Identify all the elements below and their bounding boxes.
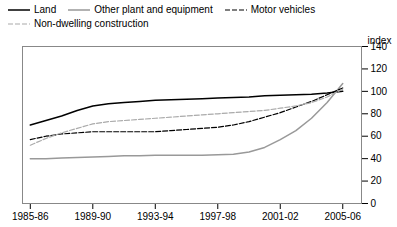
svg-text:140: 140 xyxy=(370,40,388,52)
html-text:Motor vehicles: Motor vehicles xyxy=(250,4,316,15)
svg-text:1993-94: 1993-94 xyxy=(137,211,174,222)
svg-text:1985-86: 1985-86 xyxy=(12,211,49,222)
svg-text:80: 80 xyxy=(371,108,383,119)
svg-text:120: 120 xyxy=(371,63,388,74)
svg-text:0: 0 xyxy=(371,198,377,209)
html-text:Other plant and equipment: Other plant and equipment xyxy=(94,4,213,15)
html-text:Non-dwelling construction: Non-dwelling construction xyxy=(34,18,149,29)
svg-text:40: 40 xyxy=(371,153,383,164)
html-text:Land: Land xyxy=(34,4,57,15)
svg-text:1989-90: 1989-90 xyxy=(74,211,111,222)
svg-text:2005-06: 2005-06 xyxy=(324,211,361,222)
svg-text:60: 60 xyxy=(371,130,383,141)
svg-text:20: 20 xyxy=(371,175,383,186)
svg-text:1997-98: 1997-98 xyxy=(199,211,236,222)
svg-text:2001-02: 2001-02 xyxy=(262,211,299,222)
svg-text:100: 100 xyxy=(371,86,388,97)
svg-text:index: index xyxy=(368,35,392,46)
